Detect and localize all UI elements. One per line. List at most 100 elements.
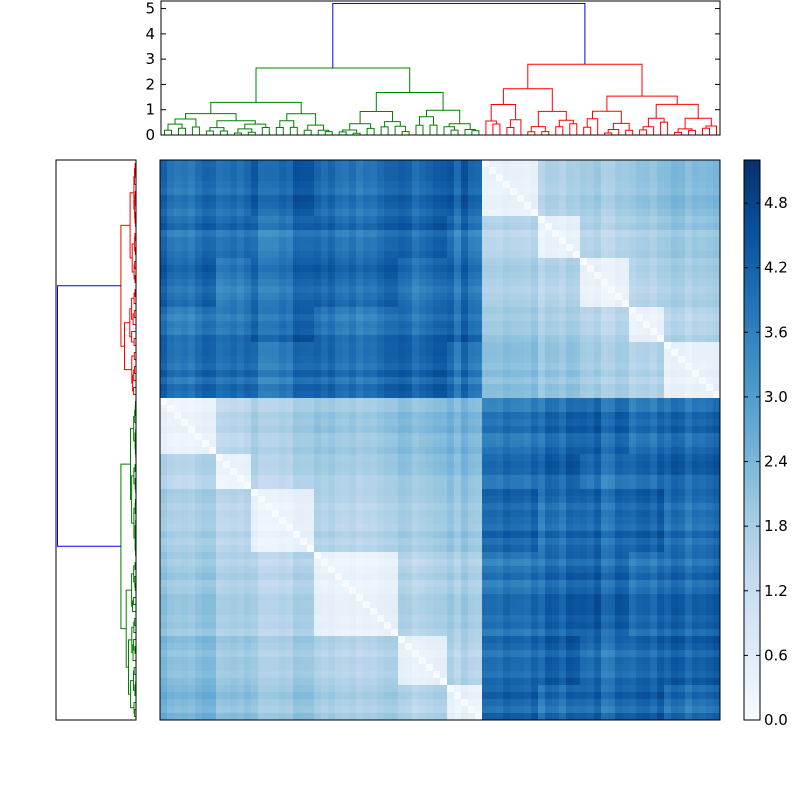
heatmap-cell <box>363 223 371 231</box>
heatmap-cell <box>615 566 623 574</box>
heatmap-cell <box>377 279 385 287</box>
heatmap-cell <box>363 237 371 245</box>
heatmap-cell <box>370 524 378 532</box>
heatmap-cell <box>608 384 616 392</box>
heatmap-cell <box>223 391 231 399</box>
heatmap-cell <box>475 349 483 357</box>
heatmap-cell <box>265 545 273 553</box>
heatmap-cell <box>342 335 350 343</box>
heatmap-cell <box>356 230 364 238</box>
heatmap-cell <box>237 363 245 371</box>
heatmap-cell <box>293 468 301 476</box>
heatmap-cell <box>524 559 532 567</box>
heatmap-cell <box>279 265 287 273</box>
heatmap-cell <box>223 314 231 322</box>
heatmap-cell <box>629 503 637 511</box>
heatmap-cell <box>517 265 525 273</box>
heatmap-cell <box>419 440 427 448</box>
heatmap-cell <box>664 335 672 343</box>
heatmap-cell <box>342 552 350 560</box>
heatmap-cell <box>713 223 721 231</box>
heatmap-cell <box>559 510 567 518</box>
heatmap-cell <box>391 251 399 259</box>
heatmap-cell <box>335 384 343 392</box>
heatmap-cell <box>664 258 672 266</box>
heatmap-cell <box>265 482 273 490</box>
heatmap-cell <box>174 503 182 511</box>
heatmap-cell <box>328 349 336 357</box>
heatmap-cell <box>678 377 686 385</box>
heatmap-cell <box>433 482 441 490</box>
heatmap-cell <box>643 349 651 357</box>
heatmap-cell <box>580 230 588 238</box>
heatmap-cell <box>566 223 574 231</box>
heatmap-cell <box>342 286 350 294</box>
heatmap-cell <box>650 482 658 490</box>
heatmap-cell <box>664 419 672 427</box>
heatmap-cell <box>559 496 567 504</box>
heatmap-cell <box>510 279 518 287</box>
heatmap-cell <box>314 195 322 203</box>
heatmap-cell <box>237 503 245 511</box>
heatmap-cell <box>223 384 231 392</box>
heatmap-cell <box>496 531 504 539</box>
heatmap-cell <box>461 244 469 252</box>
heatmap-cell <box>405 426 413 434</box>
heatmap-cell <box>594 363 602 371</box>
heatmap-cell <box>594 321 602 329</box>
heatmap-cell <box>202 258 210 266</box>
heatmap-cell <box>216 468 224 476</box>
heatmap-cell <box>181 272 189 280</box>
heatmap-cell <box>349 174 357 182</box>
heatmap-cell <box>580 188 588 196</box>
heatmap-cell <box>608 307 616 315</box>
heatmap-cell <box>440 286 448 294</box>
heatmap-cell <box>622 216 630 224</box>
heatmap-cell <box>503 356 511 364</box>
heatmap-cell <box>433 265 441 273</box>
heatmap-cell <box>335 251 343 259</box>
heatmap-cell <box>279 370 287 378</box>
heatmap-cell <box>503 321 511 329</box>
heatmap-cell <box>685 517 693 525</box>
heatmap-cell <box>601 461 609 469</box>
heatmap-cell <box>475 489 483 497</box>
heatmap-cell <box>293 391 301 399</box>
heatmap-cell <box>258 251 266 259</box>
heatmap-cell <box>713 552 721 560</box>
heatmap-cell <box>321 524 329 532</box>
heatmap-cell <box>272 209 280 217</box>
heatmap-cell <box>349 496 357 504</box>
heatmap-cell <box>412 174 420 182</box>
heatmap-cell <box>713 342 721 350</box>
heatmap-cell <box>209 251 217 259</box>
heatmap-cell <box>524 433 532 441</box>
heatmap-cell <box>384 174 392 182</box>
heatmap-cell <box>489 510 497 518</box>
heatmap-cell <box>615 237 623 245</box>
heatmap-cell <box>321 307 329 315</box>
heatmap-cell <box>335 503 343 511</box>
heatmap-cell <box>671 314 679 322</box>
heatmap-cell <box>629 195 637 203</box>
heatmap-cell <box>286 286 294 294</box>
heatmap-cell <box>643 531 651 539</box>
heatmap-cell <box>419 300 427 308</box>
heatmap-cell <box>552 174 560 182</box>
heatmap-cell <box>419 286 427 294</box>
heatmap-cell <box>440 279 448 287</box>
heatmap-cell <box>314 405 322 413</box>
heatmap-cell <box>678 370 686 378</box>
heatmap-cell <box>573 391 581 399</box>
heatmap-cell <box>657 195 665 203</box>
heatmap-cell <box>475 412 483 420</box>
heatmap-cell <box>384 356 392 364</box>
heatmap-cell <box>671 286 679 294</box>
heatmap-cell <box>405 517 413 525</box>
heatmap-cell <box>643 398 651 406</box>
heatmap-cell <box>538 363 546 371</box>
heatmap-cell <box>713 496 721 504</box>
heatmap-cell <box>496 188 504 196</box>
heatmap-cell <box>321 377 329 385</box>
heatmap-cell <box>482 174 490 182</box>
